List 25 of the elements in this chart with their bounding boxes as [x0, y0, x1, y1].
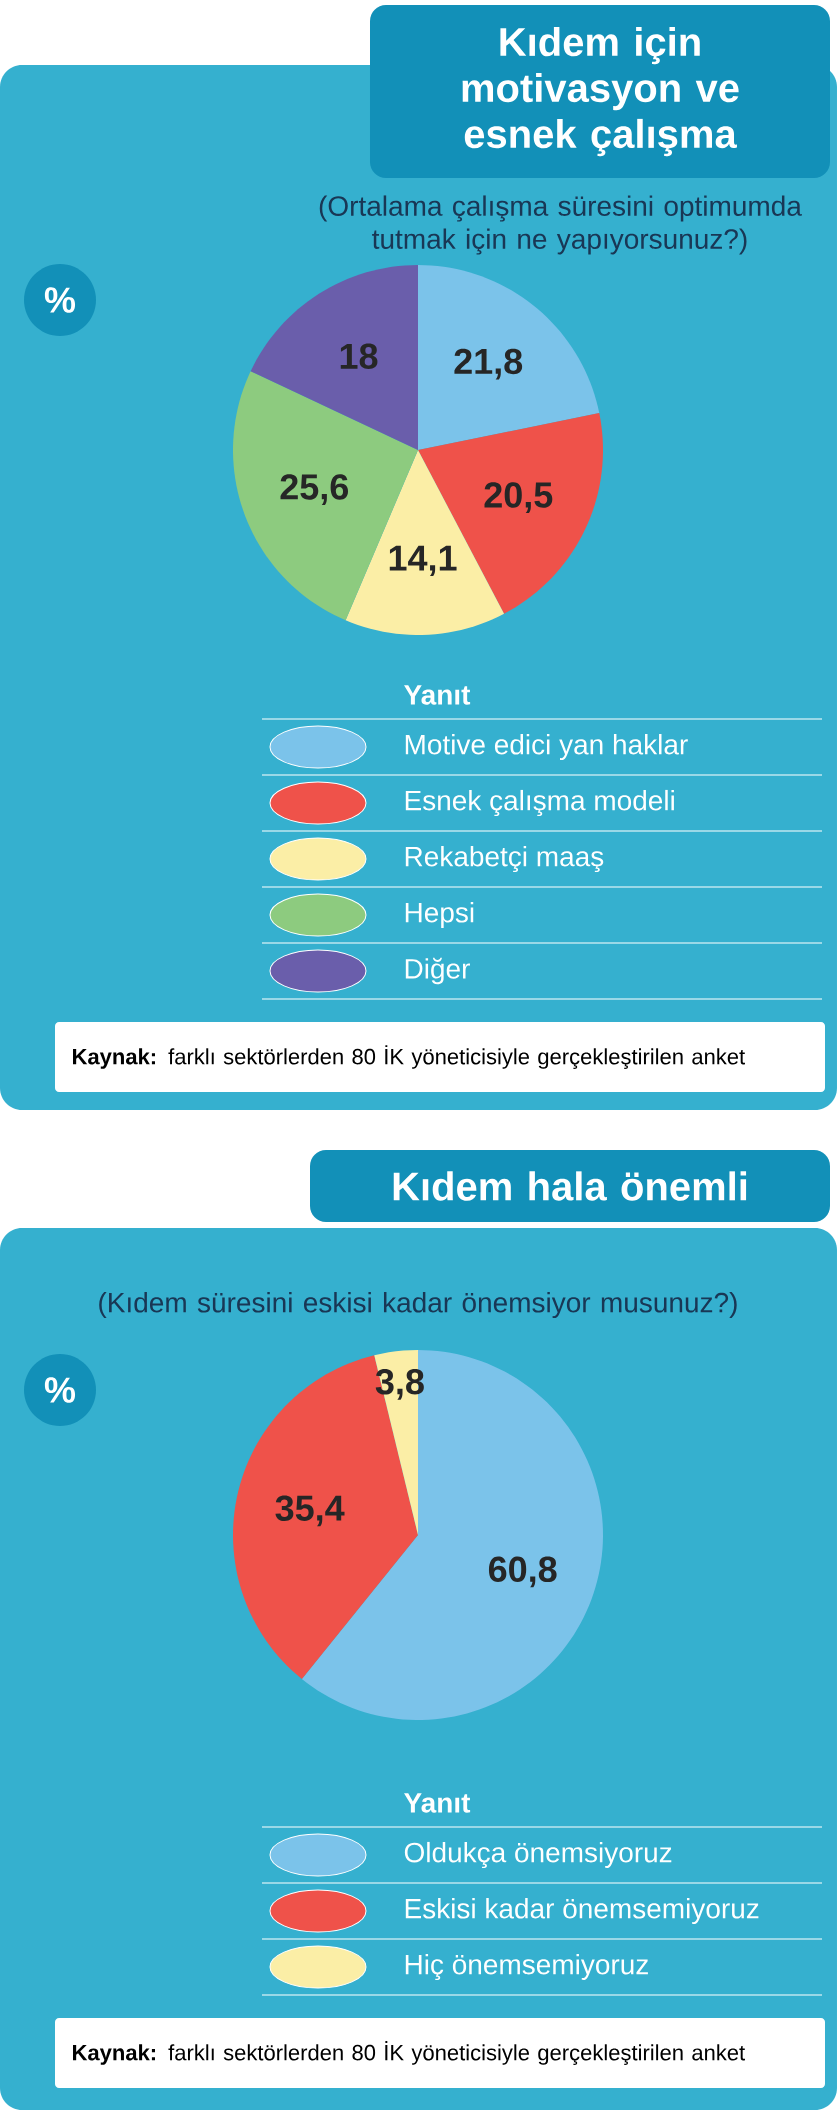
chart-title: Kıdem hala önemli [393, 1171, 747, 1201]
text: % [44, 287, 76, 313]
data-label: 35,4 [275, 1495, 345, 1527]
legend-label: Eskisi kadar önemsemiyoruz [405, 1897, 759, 1925]
data-label: 20,5 [484, 482, 553, 513]
legend-label: Diğer [405, 957, 470, 985]
chart-title: Kıdem için motivasyon ve esnek çalışma [462, 26, 739, 157]
chart-subtitle: (Kıdem süresini eskisi kadar önemsiyor musunuz?) [99, 1291, 737, 1319]
chart-subtitle: (Ortalama çalışma süresini optimumda tutmak için ne yapıyorsunuz?) [319, 195, 802, 255]
legend-label: Rekabetçi maaş [405, 845, 604, 873]
legend-label: Esnek çalışma modeli [405, 789, 674, 817]
legend-label: Hiç önemsemiyoruz [405, 1953, 648, 1981]
data-label: 18 [340, 343, 378, 370]
data-label: 60,8 [488, 1556, 557, 1588]
data-label: 25,6 [280, 474, 349, 505]
text: Kaynak: farklı sektörlerden 80 İK yöneticisiyle gerçekleştirilen anket [73, 2041, 745, 2065]
legend-label: Oldukça önemsiyoruz [404, 1841, 672, 1869]
legend-label: Motive edici yan haklar [405, 733, 688, 761]
legend-title: Yanıt [404, 1793, 471, 1813]
data-label: 14,1 [389, 545, 457, 577]
legend-label: Hepsi [405, 901, 474, 929]
text: Kaynak: farklı sektörlerden 80 İK yöneticisiyle gerçekleştirilen anket [73, 1045, 745, 1069]
legend-title: Yanıt [404, 685, 471, 705]
text: % [44, 1377, 76, 1403]
data-label: 21,8 [454, 348, 523, 380]
